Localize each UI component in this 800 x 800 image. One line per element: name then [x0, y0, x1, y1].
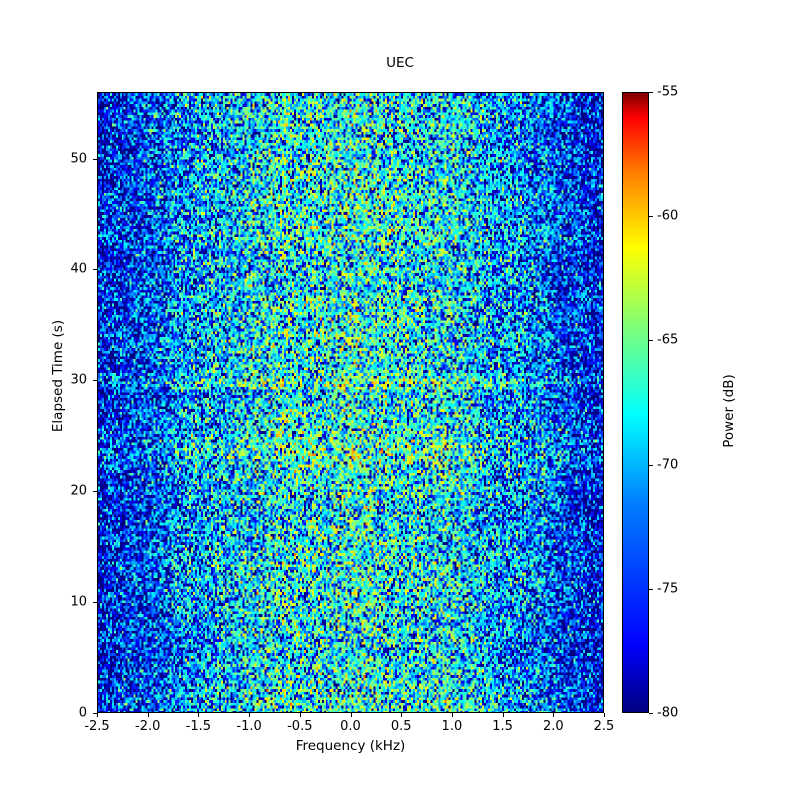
x-axis-label: Frequency (kHz) — [295, 738, 406, 754]
x-tick-mark — [299, 713, 301, 717]
x-tick-label: 1.5 — [492, 719, 513, 734]
colorbar-tick-label: -80 — [657, 705, 679, 721]
y-tick-label: 40 — [70, 261, 87, 277]
x-tick-mark — [147, 713, 149, 717]
y-tick-mark — [93, 158, 97, 160]
x-tick-label: -0.5 — [287, 719, 313, 734]
x-tick-label: 1.0 — [441, 719, 463, 734]
x-tick-label: -1.0 — [236, 719, 262, 734]
colorbar-tick-label: -75 — [657, 581, 679, 597]
y-tick-label: 10 — [70, 594, 87, 610]
colorbar-tick-mark — [649, 713, 653, 714]
colorbar-tick-label: -65 — [657, 332, 679, 348]
x-tick-label: -1.5 — [185, 719, 212, 734]
colorbar-tick-mark — [649, 464, 653, 466]
colorbar-tick-label: -60 — [657, 208, 679, 224]
y-tick-label: 0 — [78, 705, 87, 721]
y-tick-mark — [93, 380, 97, 382]
y-tick-mark — [93, 602, 97, 604]
y-tick-label: 30 — [70, 372, 87, 388]
colorbar-label: Power (dB) — [721, 374, 737, 448]
colorbar-tick-mark — [649, 216, 653, 218]
x-tick-label: -2.0 — [135, 719, 161, 734]
y-tick-label: 20 — [70, 483, 87, 499]
colorbar-tick-mark — [649, 340, 653, 342]
x-tick-mark — [502, 713, 504, 717]
y-tick-mark — [93, 713, 97, 714]
x-tick-label: 0.5 — [390, 719, 412, 734]
x-tick-mark — [451, 713, 453, 717]
y-axis-label: Elapsed Time (s) — [50, 319, 66, 433]
y-tick-label: 50 — [70, 151, 87, 167]
colorbar-tick-label: -55 — [657, 84, 679, 100]
x-tick-mark — [604, 713, 605, 717]
x-tick-mark — [553, 713, 555, 717]
colorbar — [622, 92, 649, 713]
x-tick-label: -2.5 — [84, 719, 110, 734]
colorbar-tick-label: -70 — [657, 457, 679, 473]
x-tick-mark — [350, 713, 352, 717]
x-tick-label: 2.5 — [593, 719, 615, 734]
spectrogram-plot-area — [97, 92, 604, 713]
y-tick-mark — [93, 491, 97, 493]
spectrogram-image — [98, 93, 603, 712]
x-tick-label: 0.0 — [340, 719, 361, 734]
x-tick-mark — [97, 713, 98, 717]
x-tick-mark — [401, 713, 403, 717]
colorbar-tick-mark — [649, 92, 653, 93]
x-tick-mark — [198, 713, 200, 717]
colorbar-tick-mark — [649, 588, 653, 590]
x-tick-label: 2.0 — [542, 719, 564, 734]
colorbar-gradient — [623, 93, 648, 712]
y-tick-mark — [93, 269, 97, 271]
x-tick-mark — [249, 713, 251, 717]
title-station: UEC — [386, 55, 414, 71]
